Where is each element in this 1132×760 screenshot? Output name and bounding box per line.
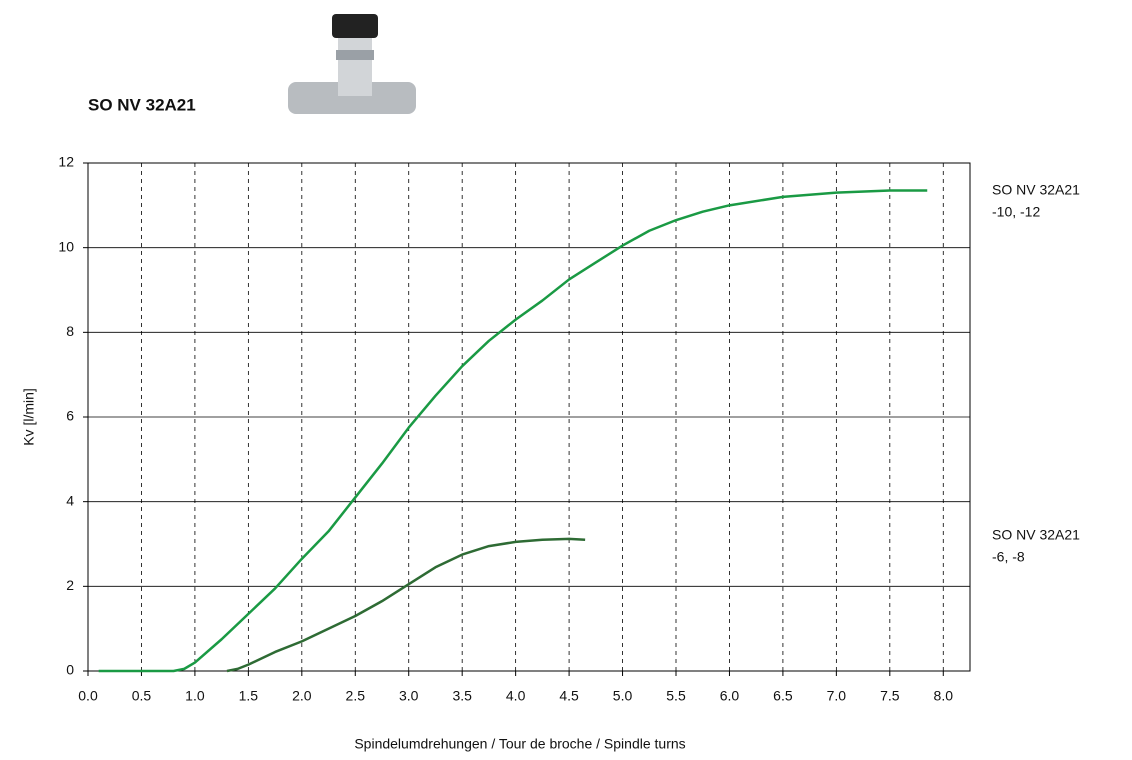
x-axis-label: Spindelumdrehungen / Tour de broche / Sp… (354, 736, 685, 752)
x-tick-label: 0.5 (132, 688, 152, 704)
y-tick-label: 0 (66, 662, 74, 678)
x-tick-label: 3.5 (452, 688, 472, 704)
x-tick-label: 1.5 (239, 688, 259, 704)
series-label: SO NV 32A21 (992, 182, 1080, 198)
y-tick-label: 4 (66, 492, 74, 508)
series-label: SO NV 32A21 (992, 527, 1080, 543)
x-tick-label: 0.0 (78, 688, 98, 704)
x-tick-label: 4.5 (559, 688, 579, 704)
series-label: -6, -8 (992, 549, 1025, 565)
x-tick-label: 7.5 (880, 688, 900, 704)
x-tick-label: 1.0 (185, 688, 205, 704)
y-axis-label: Kv [l/min] (21, 388, 37, 446)
x-tick-label: 2.0 (292, 688, 312, 704)
y-tick-label: 6 (66, 408, 74, 424)
y-tick-label: 10 (58, 238, 74, 254)
chart-title: SO NV 32A21 (88, 95, 196, 114)
x-tick-label: 2.5 (346, 688, 366, 704)
x-tick-label: 6.0 (720, 688, 740, 704)
x-tick-label: 7.0 (827, 688, 847, 704)
x-tick-label: 8.0 (934, 688, 954, 704)
series-line (226, 537, 586, 673)
x-tick-label: 5.0 (613, 688, 633, 704)
y-tick-label: 12 (58, 154, 74, 170)
series-label: -10, -12 (992, 204, 1040, 220)
series-line (98, 189, 928, 673)
x-tick-label: 6.5 (773, 688, 793, 704)
valve-illustration (288, 14, 416, 114)
x-tick-label: 3.0 (399, 688, 419, 704)
y-tick-label: 2 (66, 577, 74, 593)
x-tick-label: 5.5 (666, 688, 686, 704)
y-tick-label: 8 (66, 323, 74, 339)
plot-frame (87, 162, 971, 672)
x-tick-label: 4.0 (506, 688, 526, 704)
